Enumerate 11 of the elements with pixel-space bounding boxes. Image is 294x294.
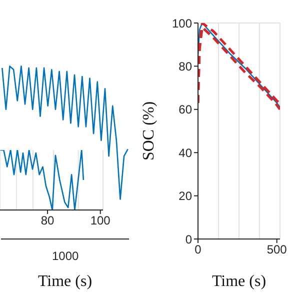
x-axis-title: Time (s) <box>212 273 266 290</box>
text: 1000 <box>52 249 79 263</box>
y-tick-label: 0 <box>185 232 192 246</box>
y-tick-label: 20 <box>178 189 192 204</box>
y-axis-title: SOC (%) <box>140 101 158 161</box>
y-tick-label: 60 <box>178 102 192 117</box>
x-tick-label: 500 <box>266 242 288 257</box>
y-tick-label: 40 <box>178 146 192 160</box>
y-tick-label: 80 <box>178 59 192 74</box>
x-axis-title: Time (s) <box>38 273 92 290</box>
y-tick-label: 100 <box>172 16 192 30</box>
